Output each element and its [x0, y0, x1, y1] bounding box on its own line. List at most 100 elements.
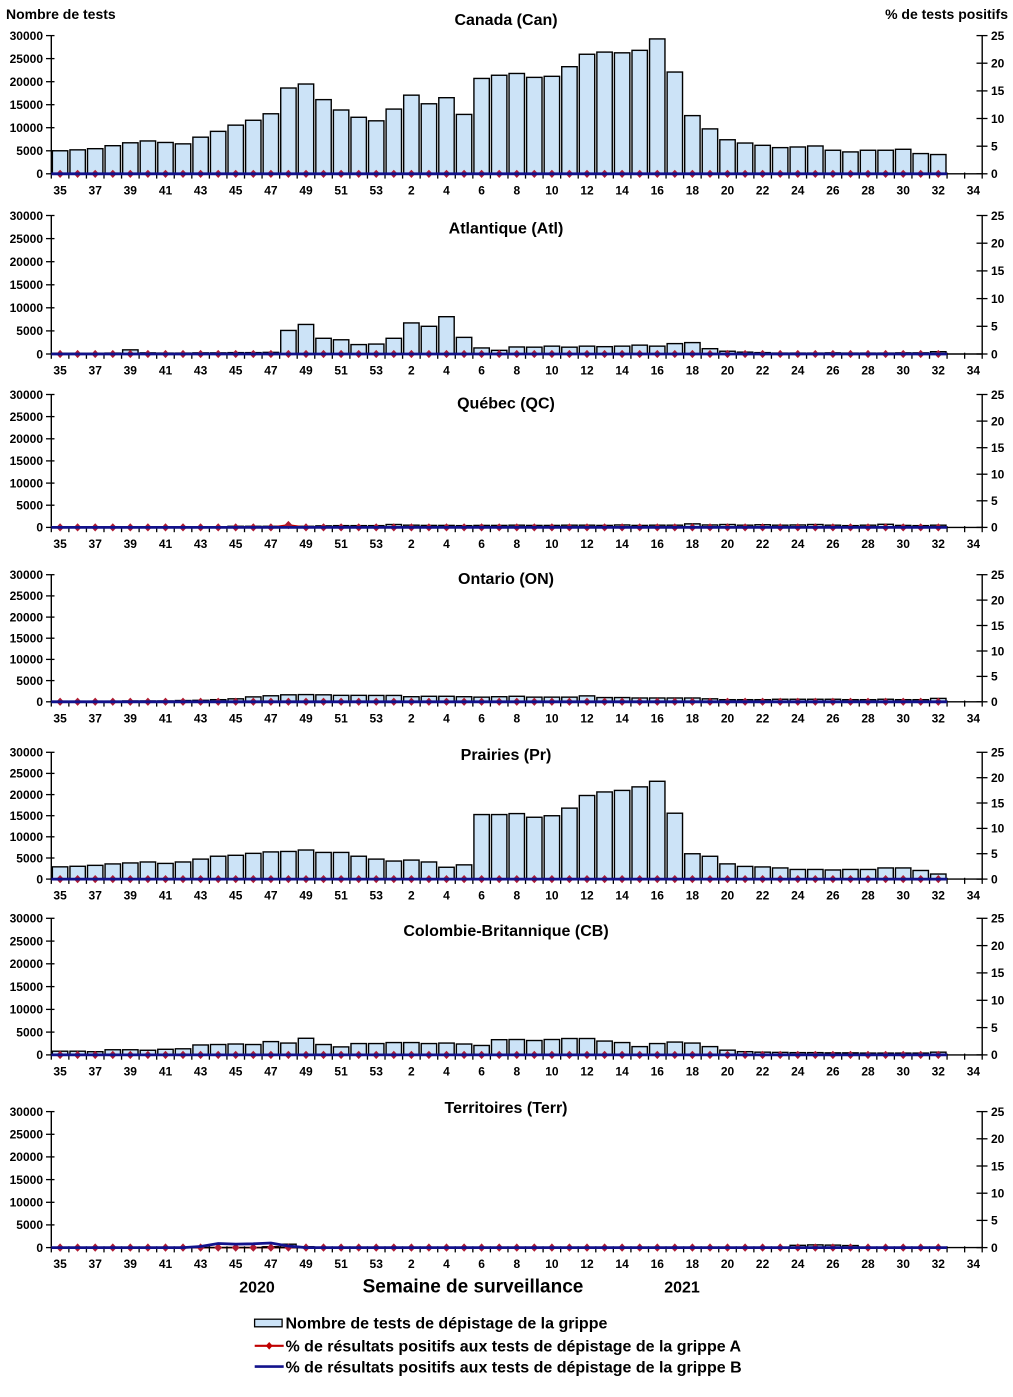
svg-text:25: 25	[991, 29, 1005, 43]
svg-text:5000: 5000	[16, 1025, 43, 1039]
svg-text:0: 0	[991, 1048, 998, 1062]
svg-text:8: 8	[513, 711, 520, 725]
svg-text:28: 28	[861, 889, 875, 903]
svg-text:16: 16	[651, 537, 665, 551]
svg-text:41: 41	[159, 889, 173, 903]
svg-text:30000: 30000	[10, 1105, 44, 1119]
svg-text:20000: 20000	[10, 75, 44, 89]
svg-text:51: 51	[334, 711, 348, 725]
svg-text:2: 2	[408, 364, 415, 378]
svg-text:39: 39	[124, 364, 138, 378]
svg-text:35: 35	[53, 1064, 67, 1078]
svg-text:2: 2	[408, 889, 415, 903]
svg-text:32: 32	[932, 889, 946, 903]
svg-text:20: 20	[721, 183, 735, 197]
svg-text:53: 53	[370, 711, 384, 725]
svg-text:20: 20	[721, 364, 735, 378]
svg-text:26: 26	[826, 889, 840, 903]
svg-text:0: 0	[36, 167, 43, 181]
svg-text:10000: 10000	[10, 1196, 44, 1210]
svg-text:30000: 30000	[10, 29, 44, 43]
svg-text:14: 14	[615, 889, 629, 903]
svg-text:14: 14	[615, 711, 629, 725]
svg-text:51: 51	[334, 1257, 348, 1271]
svg-text:34: 34	[967, 889, 981, 903]
svg-text:18: 18	[686, 364, 700, 378]
svg-text:45: 45	[229, 1257, 243, 1271]
svg-text:26: 26	[826, 711, 840, 725]
svg-text:Nombre de tests de dépistage d: Nombre de tests de dépistage de la gripp…	[286, 1316, 608, 1333]
svg-text:12: 12	[580, 1064, 594, 1078]
svg-text:0: 0	[36, 695, 43, 709]
svg-text:53: 53	[370, 364, 384, 378]
svg-text:51: 51	[334, 537, 348, 551]
svg-text:5: 5	[991, 847, 998, 861]
svg-text:45: 45	[229, 1064, 243, 1078]
svg-text:0: 0	[991, 347, 998, 361]
svg-text:5: 5	[991, 320, 998, 334]
svg-text:6: 6	[478, 1257, 485, 1271]
svg-text:49: 49	[299, 1064, 313, 1078]
svg-text:10: 10	[991, 292, 1005, 306]
svg-text:28: 28	[861, 364, 875, 378]
svg-text:25000: 25000	[10, 934, 44, 948]
svg-text:20: 20	[991, 593, 1005, 607]
svg-text:28: 28	[861, 1257, 875, 1271]
svg-text:2020: 2020	[239, 1280, 275, 1297]
svg-text:Canada (Can): Canada (Can)	[454, 12, 557, 29]
svg-text:14: 14	[615, 364, 629, 378]
svg-text:41: 41	[159, 364, 173, 378]
svg-text:30: 30	[897, 537, 911, 551]
svg-text:25: 25	[991, 746, 1005, 760]
svg-text:20000: 20000	[10, 1150, 44, 1164]
svg-text:43: 43	[194, 711, 208, 725]
svg-text:10000: 10000	[10, 830, 44, 844]
svg-text:25: 25	[991, 912, 1005, 926]
svg-text:30000: 30000	[10, 388, 44, 402]
svg-text:24: 24	[791, 537, 805, 551]
svg-text:% de résultats positifs aux te: % de résultats positifs aux tests de dép…	[286, 1359, 742, 1376]
svg-text:25000: 25000	[10, 589, 44, 603]
svg-text:2021: 2021	[664, 1280, 700, 1297]
svg-text:34: 34	[967, 364, 981, 378]
svg-text:15000: 15000	[10, 980, 44, 994]
svg-text:49: 49	[299, 889, 313, 903]
svg-text:41: 41	[159, 711, 173, 725]
svg-text:34: 34	[967, 1257, 981, 1271]
svg-text:4: 4	[443, 1064, 450, 1078]
svg-text:8: 8	[513, 889, 520, 903]
svg-text:6: 6	[478, 711, 485, 725]
svg-text:4: 4	[443, 1257, 450, 1271]
svg-text:41: 41	[159, 1257, 173, 1271]
svg-text:35: 35	[53, 537, 67, 551]
svg-text:8: 8	[513, 1064, 520, 1078]
svg-text:45: 45	[229, 889, 243, 903]
svg-text:4: 4	[443, 711, 450, 725]
svg-text:16: 16	[651, 711, 665, 725]
svg-text:22: 22	[756, 1064, 770, 1078]
svg-text:39: 39	[124, 1064, 138, 1078]
svg-text:22: 22	[756, 537, 770, 551]
svg-text:Prairies (Pr): Prairies (Pr)	[461, 747, 552, 764]
svg-text:6: 6	[478, 364, 485, 378]
svg-text:10: 10	[545, 1064, 559, 1078]
svg-text:35: 35	[53, 364, 67, 378]
svg-text:14: 14	[615, 183, 629, 197]
svg-text:37: 37	[89, 889, 103, 903]
svg-text:37: 37	[89, 537, 103, 551]
svg-text:35: 35	[53, 711, 67, 725]
svg-text:8: 8	[513, 537, 520, 551]
svg-text:22: 22	[756, 889, 770, 903]
svg-text:10: 10	[991, 468, 1005, 482]
svg-text:35: 35	[53, 889, 67, 903]
svg-text:6: 6	[478, 1064, 485, 1078]
svg-text:10: 10	[991, 822, 1005, 836]
svg-text:24: 24	[791, 183, 805, 197]
svg-text:30: 30	[897, 889, 911, 903]
svg-text:22: 22	[756, 364, 770, 378]
svg-text:32: 32	[932, 183, 946, 197]
svg-text:15000: 15000	[10, 98, 44, 112]
svg-text:5000: 5000	[16, 851, 43, 865]
svg-text:43: 43	[194, 537, 208, 551]
svg-text:15000: 15000	[10, 454, 44, 468]
